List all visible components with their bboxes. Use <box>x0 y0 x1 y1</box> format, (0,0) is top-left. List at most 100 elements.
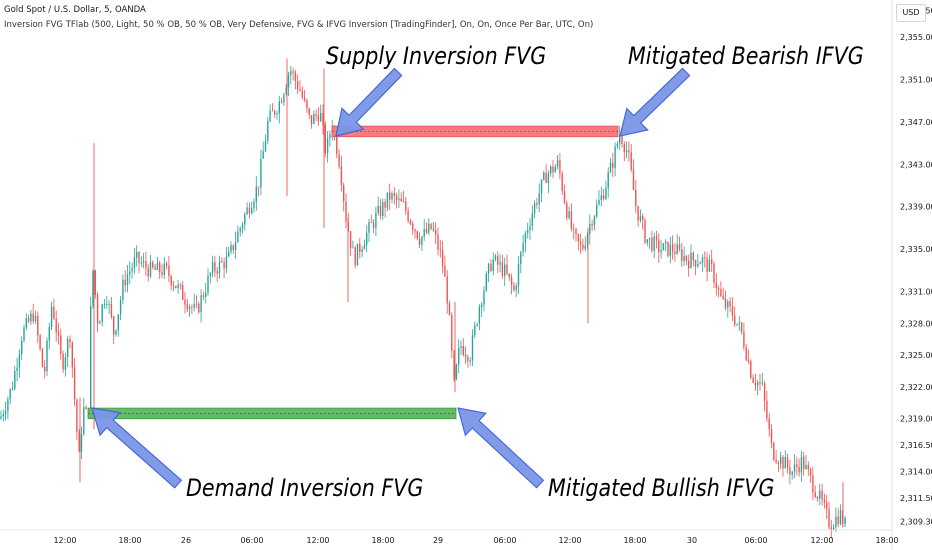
candle-body <box>34 315 37 322</box>
candle-body <box>614 146 616 168</box>
time-tick-label: 26 <box>181 536 191 545</box>
candle-body <box>283 94 285 103</box>
candle-body <box>184 299 186 305</box>
candle-body <box>23 327 25 341</box>
candle-body <box>425 229 428 233</box>
candle-body <box>372 222 375 228</box>
candle-body <box>665 241 667 244</box>
candle-body <box>683 255 685 261</box>
candle-body <box>108 303 110 305</box>
candle-body <box>414 229 416 232</box>
fvg-zones <box>87 125 619 420</box>
candle-body <box>793 464 796 472</box>
candle-body <box>313 114 315 124</box>
candle-body <box>780 456 782 464</box>
candle-body <box>596 204 598 217</box>
candle-body <box>41 348 44 367</box>
candle-body <box>839 510 842 525</box>
candle-body <box>299 89 301 91</box>
candle-body <box>110 303 113 317</box>
candle-body <box>138 251 140 263</box>
candle-body <box>83 407 85 434</box>
candle-body <box>115 330 117 335</box>
time-tick-label: 18:00 <box>623 536 646 545</box>
currency-button[interactable]: USD <box>896 4 926 22</box>
candle-body <box>113 316 115 335</box>
candle-body <box>290 71 292 76</box>
candle-body <box>241 224 244 229</box>
candle-body <box>317 115 320 122</box>
time-tick-label: 06:00 <box>493 536 516 545</box>
candle-body <box>379 206 382 216</box>
candle-body <box>798 466 800 473</box>
candle-body <box>412 223 414 230</box>
candle-body <box>711 259 713 264</box>
candle-body <box>48 327 50 341</box>
candle-body <box>78 431 80 452</box>
candle-body <box>515 285 517 291</box>
candle-body <box>464 354 467 357</box>
candle-body <box>177 284 179 289</box>
candle-body <box>561 173 563 192</box>
candle-body <box>257 186 260 188</box>
candle-body <box>271 110 274 112</box>
candle-body <box>747 359 750 362</box>
candle-body <box>446 276 448 304</box>
candle-body <box>423 229 425 237</box>
candle-body <box>655 236 658 240</box>
candle-body <box>536 203 538 205</box>
indicator-legend[interactable]: Inversion FVG TFlab (500, Light, 50 % OB… <box>4 20 594 30</box>
candle-body <box>276 113 278 115</box>
price-tick-label: 2,339.000 <box>900 203 932 212</box>
candle-body <box>25 318 27 328</box>
candle-body <box>418 238 421 245</box>
candle-body <box>692 252 694 261</box>
candle-body <box>156 262 159 270</box>
candle-body <box>734 315 736 325</box>
candle-body <box>485 273 487 291</box>
mitigated-bearish-label: Mitigated Bearish IFVG <box>628 42 864 70</box>
time-axis: 12:00 18:00 26 06:00 12:00 18:00 29 06:00 12:00 1… <box>0 529 899 545</box>
candle-body <box>16 367 18 372</box>
candle-body <box>823 499 826 503</box>
candle-body <box>685 255 688 261</box>
candle-body <box>545 172 547 184</box>
candle-body <box>274 111 276 115</box>
candle-body <box>448 303 451 316</box>
candle-body <box>715 282 717 288</box>
candle-body <box>835 516 837 528</box>
candle-body <box>94 270 96 295</box>
candle-body <box>0 416 2 419</box>
price-tick-label: 2,328.000 <box>900 319 932 328</box>
candle-body <box>136 251 138 258</box>
candle-body <box>21 340 23 355</box>
candle-body <box>775 459 777 463</box>
candle-body <box>524 232 527 244</box>
candle-body <box>474 325 476 336</box>
candle-body <box>630 152 632 170</box>
candle-body <box>170 276 172 286</box>
candle-body <box>506 264 508 274</box>
candle-body <box>646 239 648 243</box>
candles <box>0 58 846 539</box>
candle-body <box>676 244 678 254</box>
candle-body <box>92 270 94 306</box>
candle-body <box>145 261 147 269</box>
candle-body <box>421 236 423 245</box>
candle-body <box>140 262 142 264</box>
candle-body <box>280 101 283 103</box>
candle-body <box>198 303 200 313</box>
candle-body <box>637 206 639 221</box>
candle-body <box>460 346 462 348</box>
candle-body <box>50 306 53 328</box>
candle-body <box>602 195 605 200</box>
candle-body <box>727 301 729 308</box>
candle-body <box>478 307 481 324</box>
candle-body <box>205 292 207 297</box>
candle-body <box>85 407 87 410</box>
candle-body <box>828 508 830 528</box>
candle-body <box>768 418 770 430</box>
mitigated-bearish-arrow <box>619 67 691 137</box>
price-tick-label: 2,322.000 <box>900 383 932 392</box>
